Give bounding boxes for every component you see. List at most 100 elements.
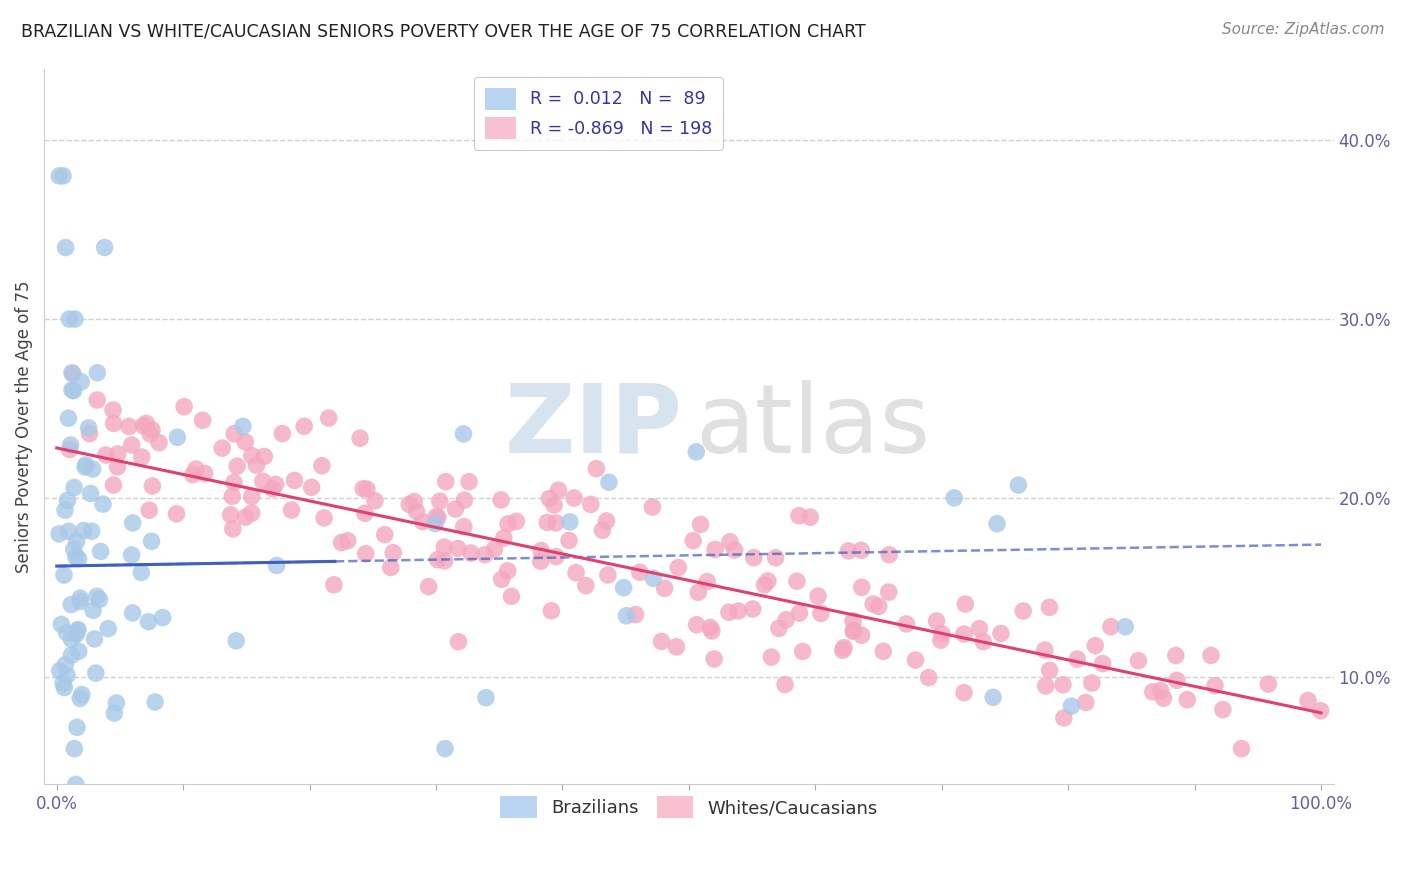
Point <box>70 375 93 389</box>
Point <box>765 550 787 565</box>
Point <box>596 568 619 582</box>
Point <box>166 430 188 444</box>
Point <box>489 492 512 507</box>
Point <box>1199 648 1222 663</box>
Point <box>84 666 107 681</box>
Point <box>65 549 87 564</box>
Point <box>458 475 481 489</box>
Point <box>283 474 305 488</box>
Point <box>59 438 82 452</box>
Point <box>301 480 323 494</box>
Point <box>86 366 108 380</box>
Point <box>851 628 873 642</box>
Point <box>191 413 214 427</box>
Point <box>831 643 853 657</box>
Point <box>851 580 873 594</box>
Point <box>986 516 1008 531</box>
Point <box>536 516 558 530</box>
Point <box>354 547 377 561</box>
Point <box>89 592 111 607</box>
Point <box>491 572 513 586</box>
Point <box>496 516 519 531</box>
Point <box>453 519 475 533</box>
Point <box>1296 693 1319 707</box>
Point <box>444 502 467 516</box>
Point <box>754 578 776 592</box>
Point <box>79 486 101 500</box>
Point <box>953 627 976 641</box>
Point <box>318 411 340 425</box>
Point <box>761 650 783 665</box>
Point <box>66 720 89 734</box>
Point <box>70 688 93 702</box>
Point <box>240 490 263 504</box>
Point <box>143 695 166 709</box>
Point <box>1084 639 1107 653</box>
Point <box>1053 711 1076 725</box>
Point <box>530 543 553 558</box>
Point <box>364 493 387 508</box>
Point <box>896 616 918 631</box>
Point <box>226 459 249 474</box>
Point <box>271 426 294 441</box>
Point <box>352 482 374 496</box>
Point <box>773 677 796 691</box>
Point <box>233 434 256 449</box>
Point <box>787 508 810 523</box>
Point <box>382 546 405 560</box>
Point <box>688 585 710 599</box>
Point <box>425 516 447 531</box>
Point <box>65 777 87 791</box>
Point <box>877 548 900 562</box>
Point <box>380 560 402 574</box>
Point <box>565 566 588 580</box>
Point <box>240 506 263 520</box>
Point <box>94 448 117 462</box>
Point <box>1257 677 1279 691</box>
Point <box>453 493 475 508</box>
Point <box>685 445 707 459</box>
Point <box>211 441 233 455</box>
Point <box>1066 652 1088 666</box>
Point <box>1052 678 1074 692</box>
Point <box>595 514 617 528</box>
Point <box>138 615 160 629</box>
Point <box>1142 685 1164 699</box>
Point <box>59 442 82 457</box>
Point <box>742 550 765 565</box>
Point <box>955 597 977 611</box>
Point <box>103 417 125 431</box>
Point <box>252 475 274 489</box>
Point <box>262 482 284 496</box>
Point <box>67 551 90 566</box>
Point <box>405 504 427 518</box>
Point <box>77 421 100 435</box>
Point <box>1114 620 1136 634</box>
Point <box>323 578 346 592</box>
Point <box>135 417 157 431</box>
Point <box>689 517 711 532</box>
Point <box>67 623 90 637</box>
Point <box>53 681 76 695</box>
Point <box>253 450 276 464</box>
Point <box>665 640 688 654</box>
Point <box>1204 679 1226 693</box>
Point <box>232 419 254 434</box>
Point <box>58 312 80 326</box>
Point <box>141 423 163 437</box>
Point <box>83 632 105 646</box>
Point <box>931 627 953 641</box>
Point <box>219 508 242 522</box>
Point <box>756 574 779 588</box>
Point <box>789 606 811 620</box>
Point <box>530 554 553 568</box>
Point <box>1007 478 1029 492</box>
Point <box>575 579 598 593</box>
Text: ZIP: ZIP <box>505 380 682 473</box>
Point <box>97 622 120 636</box>
Point <box>418 580 440 594</box>
Point <box>1039 664 1062 678</box>
Point <box>51 617 73 632</box>
Point <box>221 489 243 503</box>
Point <box>810 607 832 621</box>
